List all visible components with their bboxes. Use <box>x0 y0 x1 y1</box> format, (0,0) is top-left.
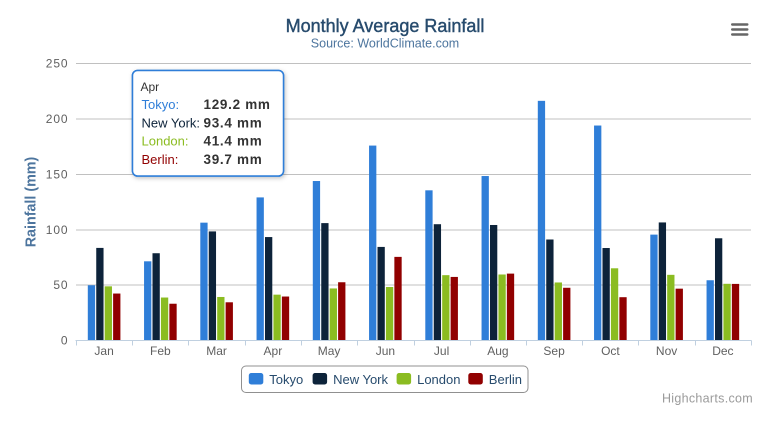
svg-text:250: 250 <box>46 57 69 71</box>
svg-text:41.4 mm: 41.4 mm <box>204 134 263 149</box>
svg-text:London:: London: <box>142 134 189 149</box>
svg-text:May: May <box>318 344 341 358</box>
svg-text:200: 200 <box>46 112 69 126</box>
svg-text:39.7 mm: 39.7 mm <box>204 152 263 167</box>
svg-text:Rainfall (mm): Rainfall (mm) <box>24 156 40 247</box>
svg-text:100: 100 <box>46 223 69 237</box>
svg-text:Nov: Nov <box>656 344 677 358</box>
svg-text:Mar: Mar <box>206 344 227 358</box>
svg-text:Monthly Average Rainfall: Monthly Average Rainfall <box>286 16 485 36</box>
svg-text:New York:: New York: <box>142 115 201 130</box>
svg-text:New York: New York <box>333 372 388 387</box>
svg-text:Apr: Apr <box>264 344 283 358</box>
svg-text:150: 150 <box>46 167 69 181</box>
svg-text:Berlin: Berlin <box>489 372 522 387</box>
svg-text:Highcharts.com: Highcharts.com <box>662 392 753 406</box>
svg-text:Jun: Jun <box>376 344 395 358</box>
svg-text:50: 50 <box>53 278 68 292</box>
svg-text:London: London <box>417 372 460 387</box>
svg-text:129.2 mm: 129.2 mm <box>204 97 271 112</box>
svg-text:Oct: Oct <box>601 344 620 358</box>
svg-text:Tokyo: Tokyo <box>269 372 303 387</box>
svg-text:93.4 mm: 93.4 mm <box>204 115 263 130</box>
svg-text:Jul: Jul <box>434 344 449 358</box>
svg-text:Berlin:: Berlin: <box>142 152 179 167</box>
svg-text:Aug: Aug <box>487 344 508 358</box>
svg-text:Sep: Sep <box>543 344 565 358</box>
svg-text:Dec: Dec <box>712 344 733 358</box>
svg-text:Jan: Jan <box>94 344 113 358</box>
svg-text:Tokyo:: Tokyo: <box>142 97 180 112</box>
svg-text:0: 0 <box>61 334 69 348</box>
svg-text:Feb: Feb <box>150 344 171 358</box>
svg-text:Source: WorldClimate.com: Source: WorldClimate.com <box>311 37 459 51</box>
svg-text:Apr: Apr <box>141 80 160 94</box>
